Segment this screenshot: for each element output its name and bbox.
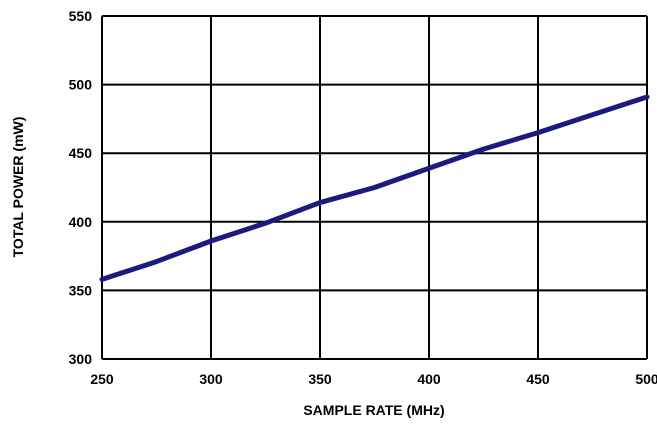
y-tick-label: 450 (69, 145, 93, 161)
x-tick-label: 500 (635, 371, 657, 387)
x-tick-labels: 250 300 350 400 450 500 (90, 371, 657, 387)
y-tick-label: 500 (69, 77, 93, 93)
y-tick-label: 300 (69, 351, 93, 367)
y-tick-label: 350 (69, 282, 93, 298)
y-tick-label: 550 (69, 8, 93, 24)
x-axis-label: SAMPLE RATE (MHz) (303, 402, 444, 418)
x-tick-label: 300 (199, 371, 223, 387)
x-tick-label: 250 (90, 371, 114, 387)
x-tick-label: 350 (308, 371, 332, 387)
y-tick-labels: 300 350 400 450 500 550 (69, 8, 93, 367)
series-layer (99, 94, 650, 282)
y-tick-label: 400 (69, 214, 93, 230)
x-tick-label: 450 (526, 371, 550, 387)
y-axis-label: TOTAL POWER (mW) (10, 117, 26, 258)
x-tick-label: 400 (417, 371, 441, 387)
grid (101, 15, 648, 360)
